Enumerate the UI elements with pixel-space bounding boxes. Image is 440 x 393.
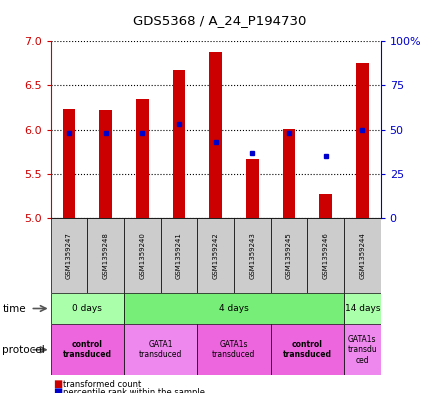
Bar — [197, 218, 234, 293]
Text: 0 days: 0 days — [72, 304, 102, 313]
Text: 14 days: 14 days — [345, 304, 380, 313]
Text: ■: ■ — [53, 379, 62, 389]
Text: GSM1359245: GSM1359245 — [286, 232, 292, 279]
Bar — [246, 159, 259, 218]
Text: GSM1359241: GSM1359241 — [176, 232, 182, 279]
Bar — [161, 218, 197, 293]
Bar — [271, 324, 344, 375]
Text: GATA1
transduced: GATA1 transduced — [139, 340, 182, 360]
Bar — [282, 129, 295, 218]
Text: time: time — [2, 303, 26, 314]
Bar — [356, 63, 369, 218]
Bar — [344, 218, 381, 293]
Bar — [124, 324, 197, 375]
Text: control
transduced: control transduced — [63, 340, 112, 360]
Text: GATA1s
transdu
ced: GATA1s transdu ced — [348, 335, 377, 365]
Bar — [99, 110, 112, 218]
Text: GATA1s
transduced: GATA1s transduced — [212, 340, 256, 360]
Text: GSM1359243: GSM1359243 — [249, 232, 255, 279]
Text: 4 days: 4 days — [219, 304, 249, 313]
Bar — [87, 218, 124, 293]
Bar — [124, 218, 161, 293]
Text: percentile rank within the sample: percentile rank within the sample — [63, 388, 205, 393]
Text: GSM1359247: GSM1359247 — [66, 232, 72, 279]
Bar — [136, 99, 149, 218]
Text: transformed count: transformed count — [63, 380, 141, 389]
Text: ■: ■ — [53, 387, 62, 393]
Text: GSM1359246: GSM1359246 — [323, 232, 329, 279]
Text: control
transduced: control transduced — [283, 340, 332, 360]
Bar — [197, 324, 271, 375]
Bar — [124, 293, 344, 324]
Bar — [307, 218, 344, 293]
Bar — [234, 218, 271, 293]
Bar — [344, 324, 381, 375]
Bar — [172, 70, 185, 218]
Bar — [51, 218, 87, 293]
Bar — [51, 293, 124, 324]
Bar — [62, 109, 75, 218]
Bar — [51, 324, 124, 375]
Bar — [271, 218, 307, 293]
Text: GDS5368 / A_24_P194730: GDS5368 / A_24_P194730 — [133, 14, 307, 27]
Text: protocol: protocol — [2, 345, 45, 355]
Bar — [344, 293, 381, 324]
Text: GSM1359240: GSM1359240 — [139, 232, 145, 279]
Text: GSM1359248: GSM1359248 — [103, 232, 109, 279]
Bar — [319, 194, 332, 218]
Text: GSM1359244: GSM1359244 — [359, 232, 365, 279]
Bar — [209, 52, 222, 218]
Text: GSM1359242: GSM1359242 — [213, 232, 219, 279]
